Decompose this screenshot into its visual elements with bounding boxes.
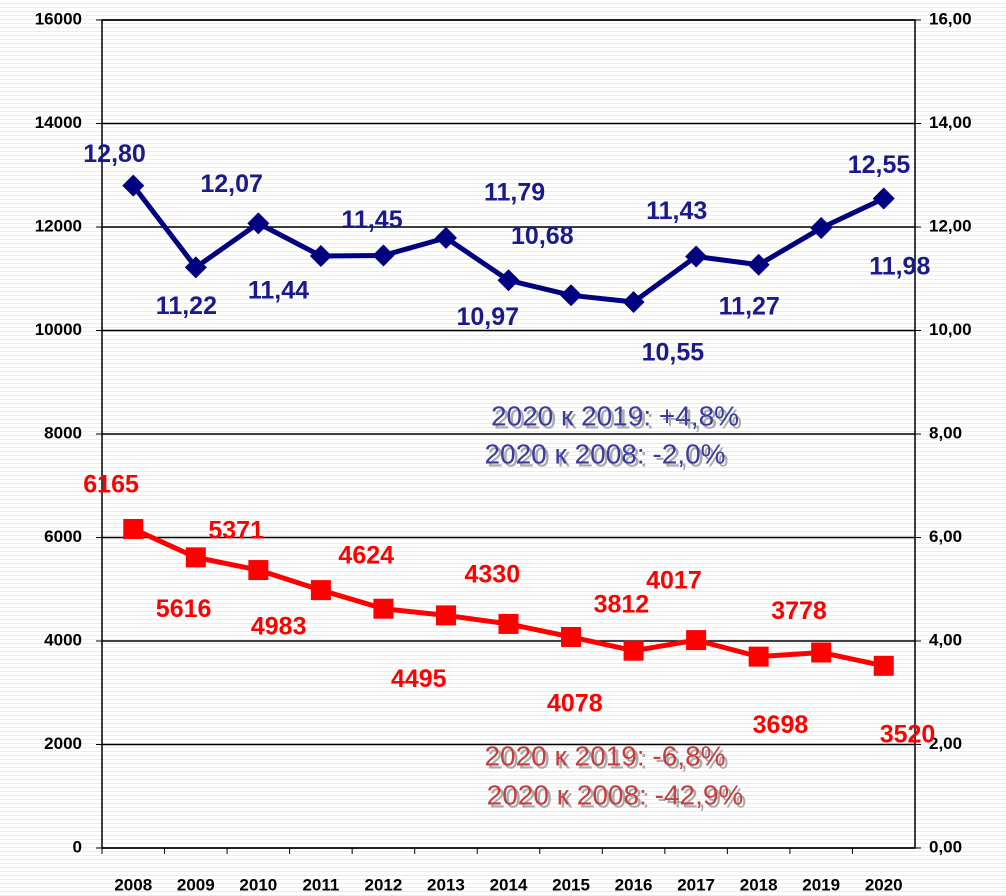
value-label: 5371 xyxy=(208,517,264,545)
y2-tick-label: 6,00 xyxy=(929,527,962,546)
x-tick-label: 2018 xyxy=(740,875,778,894)
marker xyxy=(435,605,456,626)
value-label: 4624 xyxy=(338,541,394,569)
marker xyxy=(873,655,894,676)
marker xyxy=(123,518,144,539)
marker xyxy=(747,253,770,276)
y-tick-label: 2000 xyxy=(44,734,82,753)
x-tick-label: 2020 xyxy=(865,875,903,894)
annotation-shadow: 2020 к 2019: +4,8% xyxy=(494,403,742,434)
x-tick-label: 2012 xyxy=(365,875,403,894)
marker xyxy=(686,630,707,651)
y2-tick-label: 8,00 xyxy=(929,423,962,442)
marker xyxy=(373,598,394,619)
marker xyxy=(122,174,145,197)
value-label: 11,44 xyxy=(248,277,309,305)
value-label: 4330 xyxy=(465,561,521,589)
value-label: 11,79 xyxy=(484,178,545,206)
x-tick-label: 2011 xyxy=(302,875,339,894)
y2-tick-label: 0,00 xyxy=(929,837,962,856)
marker xyxy=(184,256,207,279)
value-label: 4017 xyxy=(646,567,702,595)
annotation: 2020 к 2008: -42,9% xyxy=(487,779,744,810)
annotation: 2020 к 2019: +4,8% xyxy=(491,400,739,431)
y2-tick-label: 12,00 xyxy=(929,216,972,235)
x-tick-label: 2015 xyxy=(552,875,590,894)
value-label: 4983 xyxy=(251,613,307,641)
annotation-shadow: 2020 к 2008: -42,9% xyxy=(490,782,747,813)
marker xyxy=(561,626,582,647)
y2-tick-label: 14,00 xyxy=(929,113,972,132)
x-tick-label: 2014 xyxy=(490,875,528,894)
x-tick-label: 2008 xyxy=(114,875,152,894)
marker xyxy=(185,547,206,568)
value-label: 12,55 xyxy=(848,151,911,179)
marker xyxy=(498,613,519,634)
y-tick-label: 12000 xyxy=(35,216,82,235)
marker xyxy=(685,245,708,268)
y-tick-label: 14000 xyxy=(35,113,82,132)
marker xyxy=(372,244,395,267)
value-label: 11,27 xyxy=(719,292,780,320)
marker xyxy=(872,187,895,210)
x-tick-label: 2013 xyxy=(427,875,465,894)
annotation-shadow: 2020 к 2008: -2,0% xyxy=(487,441,728,472)
value-label: 3520 xyxy=(880,720,936,748)
y2-tick-label: 10,00 xyxy=(929,320,972,339)
value-label: 3812 xyxy=(594,590,650,618)
value-label: 10,68 xyxy=(511,222,574,250)
value-label: 3778 xyxy=(771,597,827,625)
annotation: 2020 к 2019: -6,8% xyxy=(484,740,725,771)
marker xyxy=(623,640,644,661)
marker xyxy=(560,284,583,307)
marker xyxy=(811,642,832,663)
value-label: 10,97 xyxy=(457,303,520,331)
value-label: 11,45 xyxy=(341,206,402,234)
value-label: 11,43 xyxy=(646,197,707,225)
marker xyxy=(248,560,269,581)
value-label: 6165 xyxy=(83,471,139,499)
marker xyxy=(247,212,270,235)
y-tick-label: 4000 xyxy=(44,630,82,649)
x-tick-label: 2010 xyxy=(239,875,277,894)
x-tick-label: 2017 xyxy=(677,875,715,894)
y-tick-label: 16000 xyxy=(35,9,82,28)
y-tick-label: 0 xyxy=(73,837,82,856)
annotation-shadow: 2020 к 2019: -6,8% xyxy=(487,743,728,774)
value-label: 5616 xyxy=(156,595,212,623)
marker xyxy=(810,217,833,240)
value-label: 12,07 xyxy=(200,170,263,198)
y2-tick-label: 16,00 xyxy=(929,9,972,28)
x-tick-label: 2019 xyxy=(802,875,840,894)
y-tick-label: 6000 xyxy=(44,527,82,546)
y2-tick-label: 2,00 xyxy=(929,734,962,753)
value-label: 3698 xyxy=(753,711,809,739)
x-tick-label: 2009 xyxy=(177,875,215,894)
marker xyxy=(622,291,645,314)
marker xyxy=(497,269,520,292)
value-label: 11,22 xyxy=(156,292,217,320)
marker xyxy=(309,244,332,267)
marker xyxy=(310,580,331,601)
value-label: 4078 xyxy=(547,690,603,718)
marker xyxy=(748,646,769,667)
y-tick-label: 10000 xyxy=(35,320,82,339)
value-label: 11,98 xyxy=(869,253,930,281)
y2-tick-label: 4,00 xyxy=(929,630,962,649)
annotation: 2020 к 2008: -2,0% xyxy=(484,438,725,469)
value-label: 12,80 xyxy=(83,140,146,168)
x-tick-label: 2016 xyxy=(615,875,653,894)
value-label: 4495 xyxy=(391,665,447,693)
y-tick-label: 8000 xyxy=(44,423,82,442)
value-label: 10,55 xyxy=(642,339,705,367)
marker xyxy=(434,226,457,249)
